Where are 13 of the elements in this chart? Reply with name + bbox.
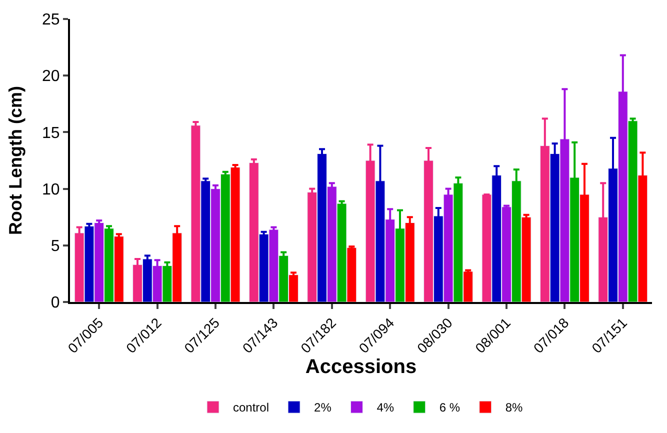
legend-label: control xyxy=(233,400,270,415)
legend-label: 4% xyxy=(376,400,394,415)
legend-label: 8% xyxy=(505,400,524,415)
y-tick-label: 0 xyxy=(50,294,60,312)
y-axis-title: Root Length (cm) xyxy=(6,86,26,235)
x-axis-title: Accessions xyxy=(305,356,417,378)
y-tick-label: 5 xyxy=(50,238,60,255)
y-tick-label: 20 xyxy=(42,68,60,86)
y-tick-label: 10 xyxy=(42,181,60,198)
legend-label: 2% xyxy=(314,400,332,415)
y-tick-label: 15 xyxy=(42,124,60,142)
y-tick-label: 25 xyxy=(42,12,60,29)
legend-label: 6 % xyxy=(439,400,460,415)
